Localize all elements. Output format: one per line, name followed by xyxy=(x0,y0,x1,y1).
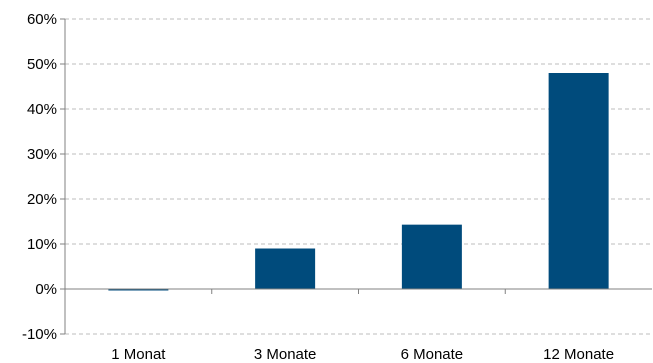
y-tick-label: -10% xyxy=(22,326,57,343)
x-category-label: 1 Monat xyxy=(111,346,166,363)
y-tick-label: 10% xyxy=(27,236,57,253)
y-tick-label: 50% xyxy=(27,56,57,73)
y-tick-label: 20% xyxy=(27,191,57,208)
y-tick-label: 0% xyxy=(35,281,57,298)
y-tick-label: 60% xyxy=(27,11,57,28)
x-category-label: 3 Monate xyxy=(254,346,317,363)
bar xyxy=(401,224,462,289)
y-tick-label: 30% xyxy=(27,146,57,163)
axes xyxy=(60,18,652,335)
bar xyxy=(108,289,169,291)
y-axis-tick-labels: -10% 0% 10% 20% 30% 40% 50% 60% xyxy=(22,11,57,343)
bar xyxy=(255,248,316,289)
bar xyxy=(548,73,609,289)
x-axis-category-labels: 1 Monat 3 Monate 6 Monate 12 Monate xyxy=(111,346,614,363)
x-category-label: 12 Monate xyxy=(543,346,614,363)
y-tick-label: 40% xyxy=(27,101,57,118)
bars xyxy=(108,73,609,291)
x-category-label: 6 Monate xyxy=(401,346,464,363)
